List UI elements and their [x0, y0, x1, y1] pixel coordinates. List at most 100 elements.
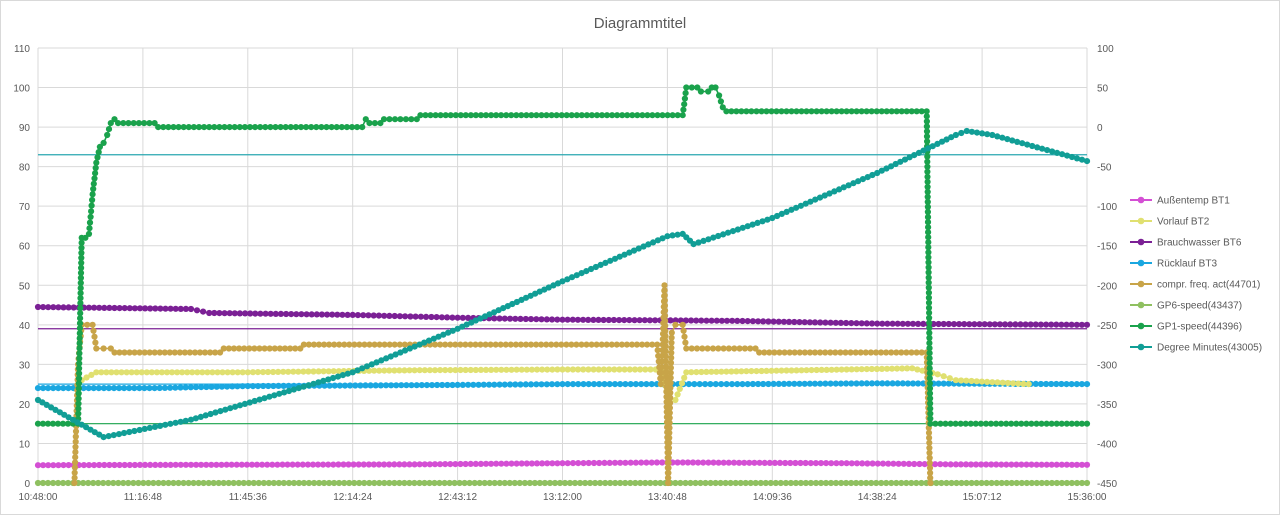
data-point [688, 84, 695, 91]
data-point [869, 460, 876, 467]
data-point [406, 461, 413, 468]
data-point [111, 116, 118, 123]
data-point [736, 459, 743, 466]
data-point [665, 459, 672, 467]
data-point [348, 124, 356, 131]
data-point [667, 389, 674, 396]
data-point [45, 462, 52, 469]
data-point [146, 385, 153, 392]
data-point [764, 216, 771, 223]
data-point [1053, 479, 1060, 487]
data-point [667, 369, 674, 376]
data-point [234, 383, 241, 390]
data-point [477, 112, 485, 119]
data-point [80, 385, 87, 392]
data-point [999, 379, 1006, 386]
data-point [717, 479, 724, 487]
data-point [75, 400, 82, 407]
data-point [449, 327, 456, 334]
data-point [883, 108, 890, 115]
data-point [165, 479, 172, 487]
data-point [366, 120, 373, 127]
data-point [962, 420, 969, 427]
data-point [554, 366, 561, 373]
data-point [461, 479, 468, 487]
data-point [221, 310, 228, 317]
data-point [916, 460, 923, 468]
data-point [1073, 155, 1081, 162]
data-point [831, 188, 838, 195]
data-point [716, 92, 723, 99]
data-point [548, 381, 556, 388]
data-point [151, 423, 159, 430]
data-point [75, 380, 82, 387]
data-point [152, 305, 159, 312]
data-point [44, 420, 52, 427]
data-point [580, 381, 587, 388]
data-point [622, 459, 629, 466]
data-point [39, 420, 47, 427]
data-point [72, 428, 80, 435]
data-point [100, 139, 107, 146]
y-left-tick-label: 70 [19, 202, 31, 213]
data-point [734, 317, 741, 324]
data-point [285, 479, 293, 487]
data-point [720, 231, 727, 238]
data-point [340, 461, 347, 468]
data-point [797, 459, 804, 467]
data-point [396, 479, 403, 487]
data-point [633, 341, 641, 348]
data-point [107, 120, 114, 127]
data-point [76, 325, 83, 332]
data-point [769, 214, 776, 222]
series [34, 303, 1091, 328]
data-point [978, 479, 985, 487]
data-point [999, 134, 1006, 141]
data-point [502, 341, 509, 348]
data-point [666, 439, 673, 446]
data-point [668, 329, 675, 336]
data-point [346, 479, 353, 487]
data-point [481, 479, 488, 487]
data-point [45, 385, 52, 392]
data-point [168, 369, 176, 376]
data-point [838, 460, 845, 467]
data-point [569, 366, 577, 373]
data-point [1025, 381, 1032, 388]
data-point [339, 372, 346, 379]
data-point [1004, 136, 1011, 143]
data-point [411, 367, 418, 374]
data-point [568, 341, 575, 348]
data-point [926, 439, 933, 446]
data-point [60, 462, 67, 469]
data-point [747, 479, 754, 487]
data-point [668, 339, 675, 346]
data-point [153, 369, 160, 376]
data-point [100, 434, 107, 441]
data-point [649, 341, 656, 348]
data-point [91, 333, 98, 340]
data-point [197, 413, 204, 420]
data-point [331, 479, 338, 487]
data-point [719, 104, 726, 111]
data-point [477, 366, 484, 373]
data-point [649, 112, 656, 119]
data-point [796, 319, 803, 326]
data-point [1020, 380, 1027, 387]
data-point [853, 460, 861, 467]
data-point [619, 112, 626, 119]
data-point [133, 369, 140, 376]
data-point [318, 311, 325, 318]
data-point [233, 461, 240, 468]
data-point [758, 367, 765, 375]
data-point [925, 234, 932, 241]
data-point [487, 341, 494, 348]
data-point [898, 479, 905, 487]
data-point [94, 154, 101, 161]
data-point [488, 460, 495, 467]
data-point [630, 247, 638, 254]
data-point [39, 479, 47, 487]
data-point [381, 479, 388, 487]
data-point [388, 382, 395, 389]
